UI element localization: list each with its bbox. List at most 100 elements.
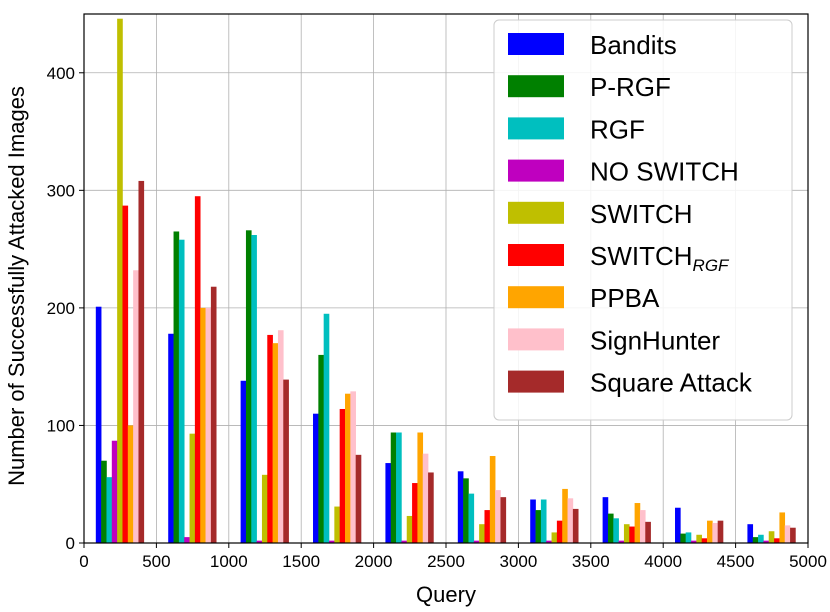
- bar: [329, 540, 335, 543]
- bar: [774, 538, 780, 543]
- bar: [390, 432, 397, 543]
- legend-swatch: [508, 370, 564, 393]
- bar: [546, 540, 552, 543]
- bar: [173, 231, 180, 543]
- bar: [779, 512, 786, 543]
- legend-swatch: [508, 117, 564, 140]
- bar: [261, 474, 268, 543]
- bar: [768, 531, 775, 543]
- bar: [634, 503, 641, 543]
- bar: [334, 506, 340, 543]
- bar: [623, 524, 630, 543]
- bar: [457, 471, 464, 543]
- legend-label: Square Attack: [590, 368, 753, 398]
- bar: [747, 524, 754, 543]
- bar: [111, 440, 118, 543]
- legend-swatch: [508, 328, 564, 351]
- x-tick-label: 3500: [572, 552, 610, 571]
- bar: [272, 343, 279, 543]
- legend-swatch: [508, 75, 564, 98]
- bar: [479, 524, 485, 543]
- bar: [784, 525, 791, 543]
- x-tick-label: 4500: [717, 552, 755, 571]
- y-axis-title: Number of Successfully Attacked Images: [4, 86, 29, 486]
- y-tick-label: 200: [47, 299, 75, 318]
- legend-label-text: Square Attack: [590, 368, 753, 398]
- legend-label-text: SignHunter: [590, 325, 720, 355]
- legend-label-text: Bandits: [590, 30, 677, 60]
- bar: [701, 538, 708, 543]
- legend-label: SWITCH: [590, 199, 693, 229]
- bar: [122, 205, 129, 544]
- bar: [473, 540, 480, 543]
- bar: [240, 380, 247, 543]
- legend-label: P-RGF: [590, 72, 671, 102]
- legend-label: RGF: [590, 114, 645, 144]
- bar: [428, 472, 434, 543]
- bar: [417, 432, 424, 543]
- bar: [602, 497, 609, 543]
- bar: [562, 488, 568, 543]
- bar: [717, 520, 724, 543]
- bar: [685, 532, 692, 543]
- bar: [95, 306, 102, 543]
- legend-label-text: NO SWITCH: [590, 157, 739, 187]
- bar: [355, 454, 362, 543]
- bar: [127, 425, 134, 543]
- legend-label: SignHunter: [590, 325, 720, 355]
- x-tick-label: 1500: [282, 552, 320, 571]
- bar: [696, 534, 702, 543]
- legend-label-text: SWITCH: [590, 241, 693, 271]
- bar: [468, 493, 475, 543]
- bar: [178, 239, 185, 543]
- bar: [189, 433, 196, 543]
- legend-label: NO SWITCH: [590, 157, 739, 187]
- bar: [385, 463, 392, 543]
- bar: [345, 393, 351, 543]
- bar: [712, 523, 718, 543]
- bar: [205, 307, 212, 543]
- legend-label-text: SWITCH: [590, 199, 693, 229]
- bar: [607, 513, 614, 543]
- bar: [495, 490, 501, 543]
- legend-label: PPBA: [590, 283, 660, 313]
- bar: [101, 460, 107, 543]
- bar: [639, 510, 646, 543]
- bar: [277, 330, 284, 543]
- bar: [530, 499, 536, 543]
- x-tick-label: 1000: [210, 552, 248, 571]
- bar: [412, 483, 418, 543]
- y-ticks: 0 100 200 300 400: [47, 64, 84, 553]
- legend-label-subscript: RGF: [693, 256, 731, 275]
- bar: [168, 333, 174, 543]
- bar: [194, 196, 201, 543]
- bar: [691, 540, 697, 543]
- x-tick-label: 4000: [644, 552, 682, 571]
- bar: [535, 510, 542, 543]
- bar: [567, 498, 574, 543]
- bar: [618, 540, 625, 543]
- bar: [313, 413, 319, 543]
- x-tick-label: 500: [142, 552, 170, 571]
- bar: [210, 286, 217, 543]
- bar: [556, 520, 563, 543]
- bar: [133, 270, 139, 543]
- bar: [489, 456, 496, 543]
- bar: [396, 432, 402, 543]
- bar: [752, 537, 759, 543]
- bar: [138, 180, 145, 543]
- x-ticks: 0 500 1000 1500 2000 2500 3000 3500 4000 4500 5000: [79, 543, 827, 571]
- bars: [95, 18, 796, 544]
- bar: [707, 520, 713, 543]
- y-tick-label: 400: [47, 64, 75, 83]
- legend-label-text: PPBA: [590, 283, 660, 313]
- bar: [245, 230, 252, 543]
- bar: [758, 534, 764, 543]
- bar: [484, 510, 491, 543]
- bar: [283, 379, 289, 543]
- bar: [500, 497, 507, 543]
- bar: [406, 515, 413, 543]
- bar: [572, 508, 579, 543]
- legend-frame: [493, 19, 793, 421]
